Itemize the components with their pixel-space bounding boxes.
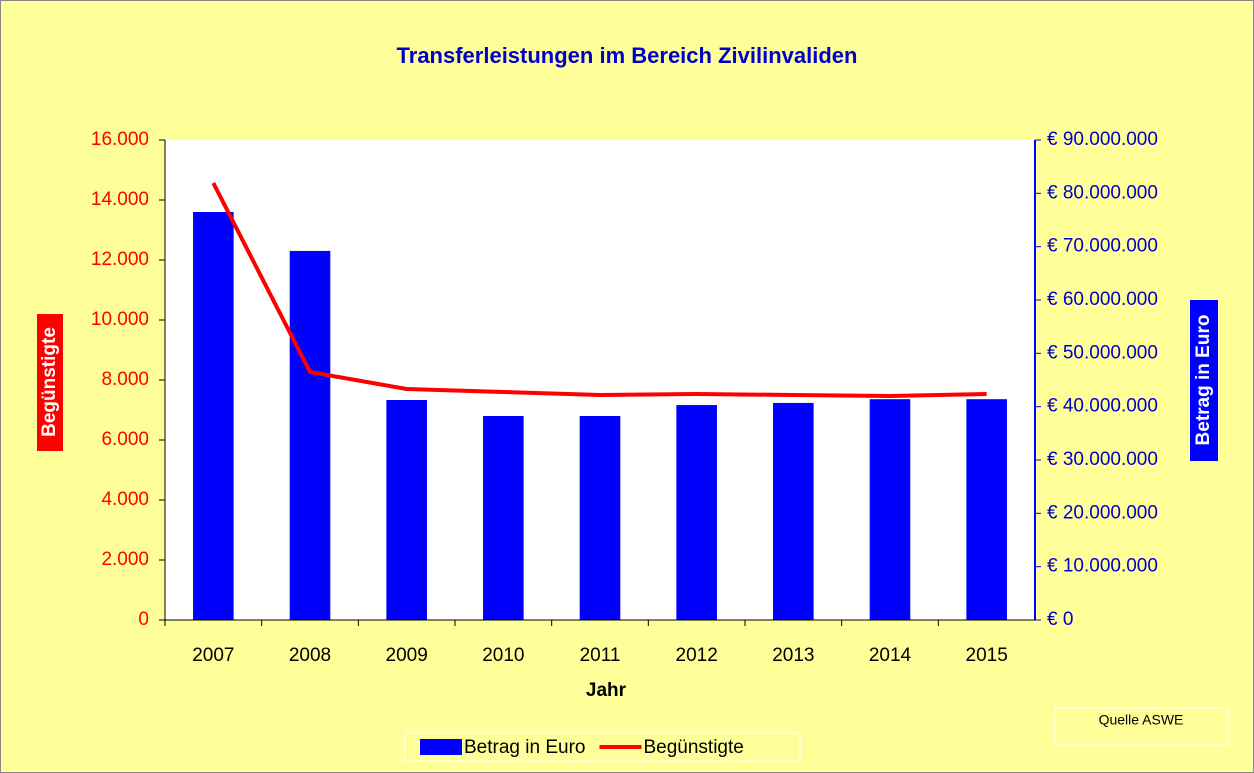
y-tick-label: 4.000	[101, 489, 149, 510]
bar	[966, 399, 1007, 620]
line	[211, 182, 987, 398]
legend-swatch	[420, 739, 462, 755]
y-tick-label: 8.000	[101, 369, 149, 390]
x-tick-label: 2012	[676, 645, 718, 666]
chart-title: Transferleistungen im Bereich Zivilinval…	[397, 43, 858, 68]
legend-box	[404, 732, 801, 762]
x-tick-label: 2010	[482, 645, 524, 666]
bar	[386, 400, 427, 620]
x-tick-label: 2011	[580, 645, 621, 666]
y2-axis-title: Betrag in Euro	[1193, 315, 1214, 446]
y-tick-label: 12.000	[91, 249, 149, 270]
y-tick-label: 16.000	[91, 129, 149, 150]
bar	[676, 405, 717, 620]
y2-tick-label: € 70.000.000	[1047, 236, 1158, 257]
x-tick-label: 2009	[386, 645, 428, 666]
y2-tick-label: € 60.000.000	[1047, 289, 1158, 310]
x-tick-label: 2008	[289, 645, 331, 666]
x-tick-label: 2014	[869, 645, 912, 666]
y2-tick-label: € 40.000.000	[1047, 396, 1158, 417]
bar	[579, 416, 621, 620]
y-tick-label: 10.000	[91, 309, 149, 330]
bar	[869, 399, 911, 620]
bar	[483, 416, 524, 620]
y-tick-label: 6.000	[101, 429, 149, 450]
y2-tick-label: € 0	[1047, 609, 1073, 630]
y2-tick-label: € 10.000.000	[1047, 556, 1158, 577]
bar	[193, 212, 234, 620]
y-axis-title: Begünstigte	[39, 327, 60, 437]
y-axis-title-box	[37, 314, 63, 451]
y2-axis-title-box	[1190, 300, 1218, 461]
x-tick-label: 2015	[966, 645, 1008, 666]
y-tick-label: 14.000	[91, 189, 149, 210]
bar	[773, 402, 814, 620]
y2-tick-label: € 20.000.000	[1047, 502, 1158, 523]
y2-tick-label: € 90.000.000	[1047, 129, 1158, 150]
x-tick-label: 2007	[192, 645, 234, 666]
legend-label: Betrag in Euro	[464, 737, 585, 758]
x-tick-label: 2013	[772, 645, 814, 666]
y-tick-label: 2.000	[101, 549, 149, 570]
bar	[289, 250, 331, 620]
source-box	[1054, 707, 1229, 746]
y2-tick-label: € 30.000.000	[1047, 449, 1158, 470]
y2-tick-label: € 80.000.000	[1047, 182, 1158, 203]
x-axis-title: Jahr	[586, 680, 627, 701]
legend-label: Begünstigte	[643, 737, 743, 758]
y-tick-label: 0	[138, 609, 149, 630]
source-note: Quelle ASWE	[1099, 712, 1184, 728]
y2-tick-label: € 50.000.000	[1047, 342, 1158, 363]
